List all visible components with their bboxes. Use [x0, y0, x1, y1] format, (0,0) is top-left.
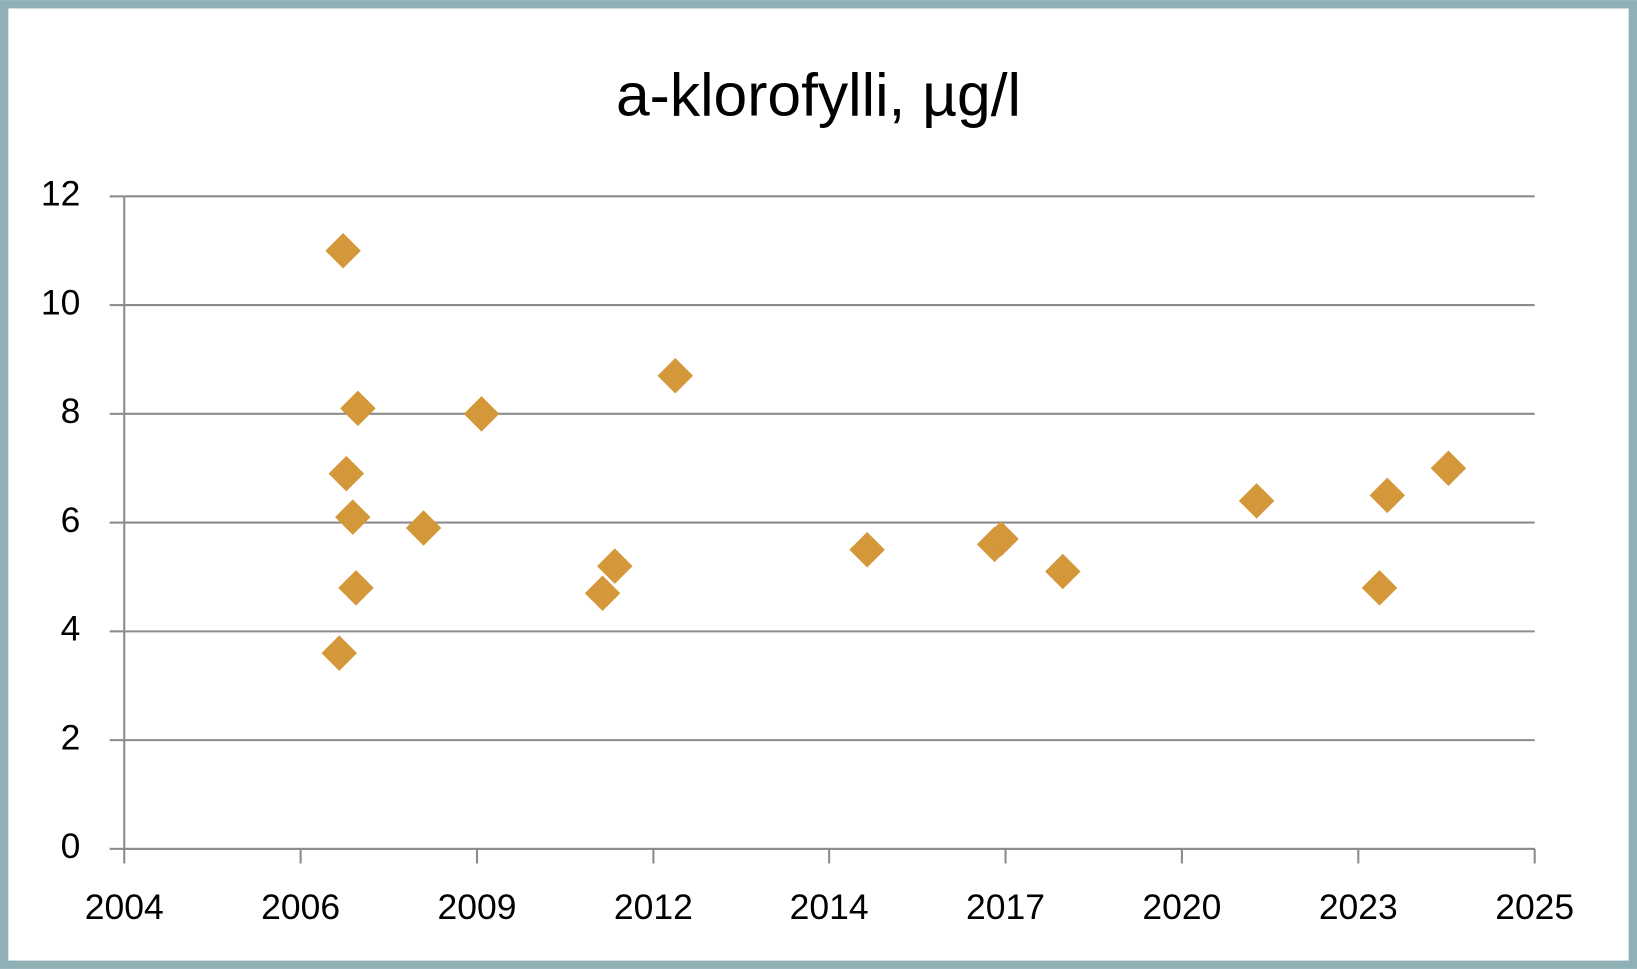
x-tick-label: 2004 — [85, 887, 164, 927]
data-point — [849, 532, 885, 568]
data-point — [597, 548, 633, 584]
x-tick-label: 2012 — [614, 887, 693, 927]
y-tick-label: 0 — [61, 826, 81, 866]
y-tick-label: 12 — [41, 174, 80, 214]
y-tick-label: 2 — [61, 717, 81, 757]
x-tick-label: 2025 — [1495, 887, 1574, 927]
x-tick-label: 2014 — [790, 887, 869, 927]
x-tick-label: 2009 — [438, 887, 517, 927]
x-tick-label: 2006 — [261, 887, 340, 927]
y-tick-label: 10 — [41, 282, 80, 322]
x-tick-label: 2020 — [1142, 887, 1221, 927]
data-point — [1238, 483, 1275, 519]
chart-title: a-klorofylli, µg/l — [616, 60, 1021, 128]
y-tick-label: 4 — [61, 609, 81, 649]
x-tick-label: 2023 — [1319, 887, 1398, 927]
data-point — [463, 396, 500, 432]
data-point — [1430, 450, 1467, 486]
data-point — [657, 358, 694, 394]
data-point — [405, 510, 442, 546]
data-point — [328, 455, 365, 492]
x-tick-label: 2017 — [966, 887, 1045, 927]
data-point — [325, 232, 361, 269]
y-tick-label: 6 — [61, 500, 81, 540]
data-point — [321, 635, 357, 671]
y-tick-label: 8 — [61, 391, 81, 431]
